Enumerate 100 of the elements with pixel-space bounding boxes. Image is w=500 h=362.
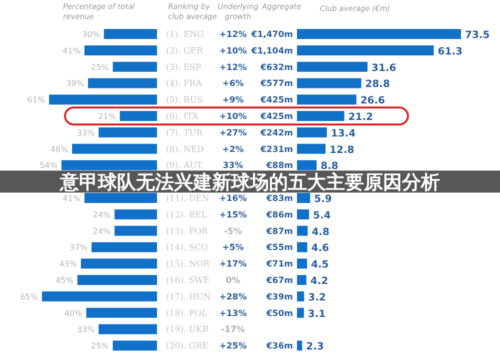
text: +9% [222,96,244,106]
text: €425m [260,112,293,122]
bar [80,258,157,269]
data-label: 61.3 [438,46,462,58]
text: +6% [222,79,244,90]
bar [297,78,362,88]
text: €87m [266,226,293,237]
bar [297,308,304,318]
text: +28% [219,292,247,302]
y-tick-label: (16). SWE [166,276,210,286]
bar [84,193,157,203]
y-tick-label: (20). GRE [166,342,208,352]
data-label: 73.5 [465,30,490,41]
bar [77,275,157,285]
data-label: 4.6 [311,243,330,254]
bar [297,340,302,351]
bar [42,291,157,302]
bar [92,242,157,252]
data-label: 24% [92,226,111,236]
text: €88m [266,161,293,172]
data-label: 4.5 [311,260,329,271]
text: +15% [219,210,247,220]
text: +16% [219,194,247,204]
bar [297,275,306,285]
data-label: 45% [56,276,74,285]
y-tick-label: (4). FRA [166,79,203,90]
text: €1,470m [251,30,293,40]
text: €55m [266,243,293,254]
text: 33% [222,161,244,172]
bar [72,144,157,154]
data-label: 43% [59,260,78,269]
text: +27% [219,128,247,138]
bar [297,45,434,56]
bar [86,308,157,318]
data-label: 26.6 [360,96,386,107]
y-tick-label: (12). BEL [166,210,208,220]
y-tick-label: (15). NOR [166,260,210,270]
data-label: 41% [62,46,81,56]
data-label: 12.8 [330,144,354,156]
text: +13% [219,308,247,319]
data-label: 13.4 [330,128,356,140]
bar [114,209,157,220]
bar [98,324,157,334]
data-label: 28.8 [365,79,390,90]
data-label: 31.6 [372,62,396,74]
bar [297,160,317,170]
text: €67m [266,276,293,286]
bar [114,226,157,236]
data-label: 54% [40,161,58,170]
bar [297,111,344,121]
text: €39m [266,292,293,302]
text: -5% [224,226,242,237]
bar [88,78,157,88]
y-tick-label: (13). POR [166,226,209,237]
y-tick-label: (11). DEN [166,194,210,204]
data-label: 21.2 [348,112,374,123]
text: 意甲球队无法兴建新球场的五大主要原因分析 [59,172,440,194]
text: €231m [260,144,293,155]
data-label: 33% [76,128,96,138]
text: €83m [266,194,293,204]
bar [49,94,157,105]
text: €242m [260,128,293,138]
data-label: 48% [50,144,68,154]
data-label: 3.2 [308,292,326,304]
bar [98,127,157,138]
y-tick-label: (3). ESP [166,62,202,73]
y-tick-label: (14). SCO [166,243,208,254]
y-tick-label: (1). ENG [166,30,204,40]
data-label: 4.8 [312,226,330,238]
bar [297,291,304,302]
data-label: 37% [70,243,88,252]
bar [297,29,461,39]
data-label: 24% [92,210,111,220]
data-label: 2.3 [306,342,324,353]
data-label: 21% [98,112,116,121]
text: €71m [266,260,293,270]
bar [61,160,157,170]
bar [120,111,157,121]
bar [297,209,310,220]
data-label: 39% [66,79,84,88]
text: €632m [260,62,293,73]
data-label: 8.8 [320,161,338,172]
text: -17% [221,325,245,336]
text: +12% [219,30,247,40]
text: +25% [219,342,247,352]
bar [297,258,308,269]
data-label: 61% [27,96,46,105]
y-tick-label: (2). GER [166,46,204,56]
data-label: 33% [76,325,96,334]
text: €50m [266,308,293,319]
text: €86m [266,210,293,220]
bar [112,62,157,72]
data-label: 40% [64,308,83,318]
bar [104,29,157,39]
text: +10% [219,112,247,122]
bar [297,242,308,252]
y-tick-label: (7). TUR [166,128,204,138]
text: €1,104m [251,46,293,56]
y-tick-label: (18). POL [166,308,208,319]
data-label: 4.2 [310,276,328,287]
